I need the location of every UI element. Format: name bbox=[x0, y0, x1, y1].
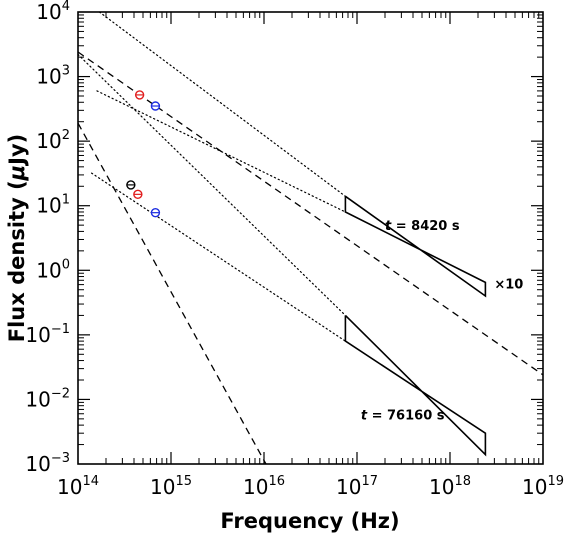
x-tick-label: 1015 bbox=[150, 474, 192, 499]
y-tick-label: 101 bbox=[36, 193, 70, 218]
dotted-line bbox=[96, 90, 346, 213]
axis-ticks bbox=[78, 12, 543, 464]
dashed-line bbox=[77, 51, 544, 376]
dashed-line bbox=[77, 122, 267, 465]
bowtie-spectrum bbox=[344, 314, 487, 457]
annotation-label: t = 8420 s bbox=[385, 219, 460, 234]
plot-frame bbox=[77, 11, 544, 465]
x-tick-label: 1019 bbox=[522, 474, 564, 499]
x-tick-label: 1018 bbox=[429, 474, 471, 499]
x-axis-label: Frequency (Hz) bbox=[220, 509, 399, 533]
y-tick-label: 10−1 bbox=[25, 322, 70, 347]
dotted-line bbox=[98, 11, 346, 197]
plot-lines bbox=[77, 11, 544, 465]
y-axis-label: Flux density (μJy) bbox=[5, 134, 29, 342]
y-tick-label: 102 bbox=[36, 128, 70, 153]
annotations: t = 8420 s t = 76160 s ×10 bbox=[361, 219, 524, 423]
y-tick-label: 10−2 bbox=[25, 386, 70, 411]
annotation-label: t = 76160 s bbox=[361, 408, 445, 423]
bowtie-spectrum bbox=[344, 195, 487, 298]
x-tick-label: 1016 bbox=[243, 474, 285, 499]
annotation-label: ×10 bbox=[494, 278, 523, 293]
x-tick-label: 1014 bbox=[57, 474, 99, 499]
y-tick-label: 100 bbox=[36, 257, 70, 282]
dotted-line bbox=[90, 172, 346, 342]
y-tick-label: 104 bbox=[36, 0, 70, 24]
dotted-line bbox=[77, 53, 346, 317]
data-points bbox=[126, 90, 161, 218]
y-tick-label: 10−3 bbox=[25, 451, 70, 476]
y-tick-label: 103 bbox=[36, 64, 70, 89]
x-tick-label: 1017 bbox=[336, 474, 378, 499]
tick-labels: 1014 1015 1016 1017 1018 1019 10−3 10−2 10−1 100 1… bbox=[25, 0, 564, 499]
